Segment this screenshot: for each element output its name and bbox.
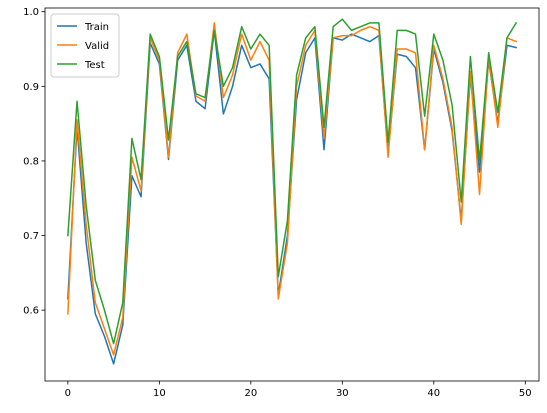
- x-tick-label: 40: [427, 388, 440, 399]
- series-line-train: [67, 29, 518, 365]
- y-tick-label: 0.9: [23, 82, 39, 93]
- x-tick-label: 20: [244, 388, 257, 399]
- x-tick-label: 30: [336, 388, 349, 399]
- y-tick-label: 0.8: [23, 156, 39, 167]
- plot-frame: [44, 7, 540, 382]
- y-tick-label: 0.7: [23, 231, 39, 242]
- legend-label-train: Train: [84, 22, 109, 33]
- series-line-valid: [67, 22, 518, 356]
- legend-box: [50, 13, 120, 78]
- plot-lines: [67, 18, 518, 365]
- x-tick-label: 50: [519, 388, 532, 399]
- x-tick-label: 0: [65, 388, 71, 399]
- y-axis: 0.6 0.7 0.8 0.9 1.0: [23, 7, 45, 317]
- x-axis: 0 10 20 30 40 50: [65, 381, 532, 399]
- x-tick-label: 10: [153, 388, 166, 399]
- y-tick-label: 0.6: [23, 306, 39, 317]
- legend: Train Valid Test: [50, 13, 120, 78]
- y-tick-label: 1.0: [23, 7, 39, 18]
- legend-label-valid: Valid: [85, 41, 109, 52]
- legend-label-test: Test: [84, 60, 105, 71]
- series-line-test: [67, 18, 518, 345]
